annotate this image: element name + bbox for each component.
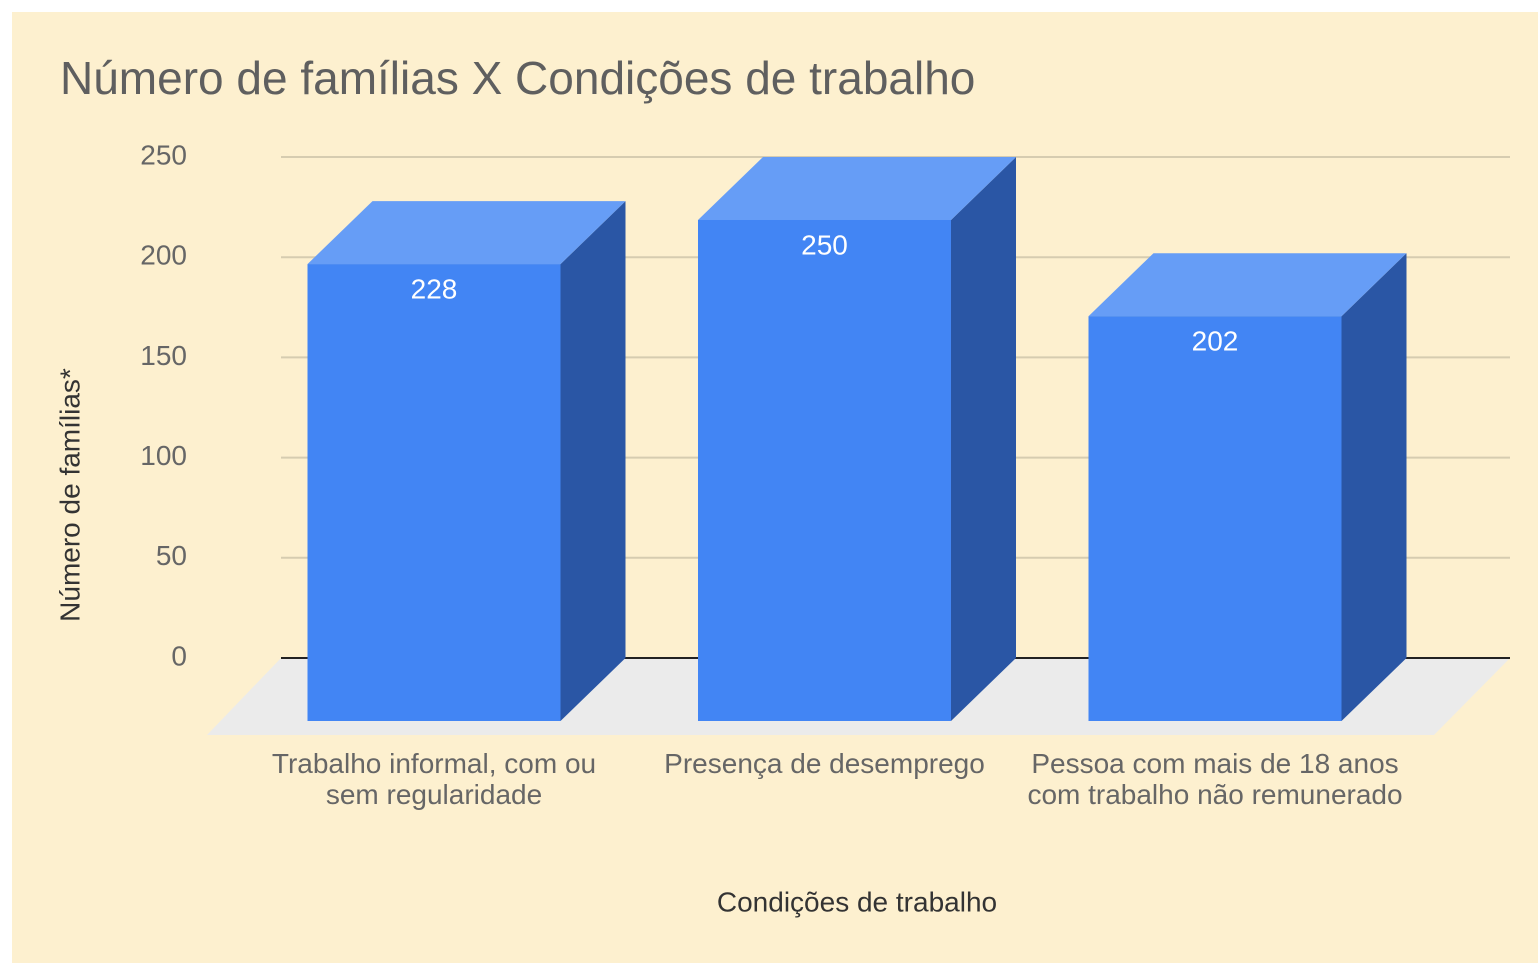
bar [1088,316,1342,721]
x-tick-label: Pessoa com mais de 18 anos com trabalho … [1027,748,1403,810]
y-tick-label: 200 [140,240,187,271]
value-label: 250 [801,229,848,260]
y-tick-label: 50 [156,540,187,571]
chart-title: Número de famílias X Condições de trabal… [60,52,975,104]
bar-side [951,157,1016,721]
value-label: 228 [411,273,458,304]
value-label: 202 [1192,326,1239,357]
bar-top [698,157,1016,220]
bar [698,220,951,721]
y-tick-label: 100 [140,440,187,471]
x-axis-title: Condições de trabalho [717,886,997,917]
y-tick-label: 0 [171,640,187,671]
bar-top [307,201,626,265]
x-tick-label: Trabalho informal, com ou sem regularida… [271,748,597,810]
x-tick-label: Presença de desemprego [664,748,985,779]
bar-side [560,201,626,721]
y-axis-title: Número de famílias* [54,368,85,622]
y-tick-label: 250 [140,139,187,170]
bar-top [1088,253,1407,317]
bar-side [1341,253,1407,721]
bar [307,264,561,721]
y-tick-label: 150 [140,340,187,371]
